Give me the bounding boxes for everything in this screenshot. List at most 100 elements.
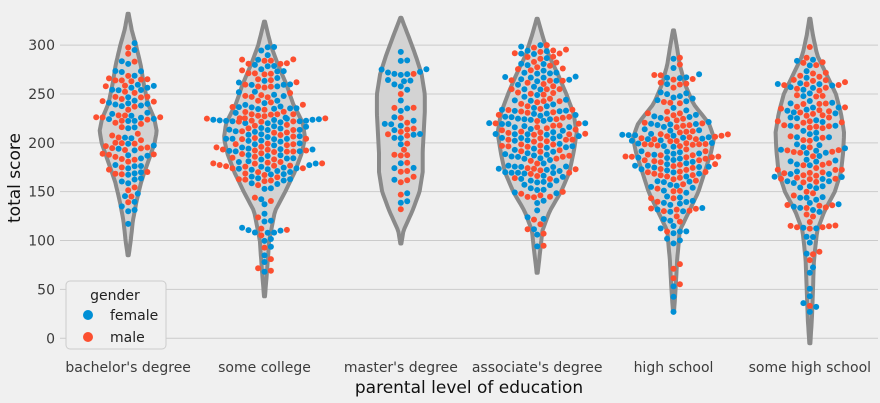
point-1-70 [258, 156, 265, 163]
x-tick-0: bachelor's degree [65, 360, 191, 376]
point-0-52 [115, 134, 122, 141]
point-5-110 [813, 123, 820, 130]
point-5-66 [819, 169, 826, 176]
point-1-116 [296, 133, 303, 140]
legend-marker-female [83, 310, 93, 320]
point-4-12 [664, 228, 671, 235]
point-1-191 [261, 84, 268, 91]
point-5-37 [813, 196, 820, 203]
point-4-161 [686, 114, 693, 120]
point-4-175 [689, 95, 696, 102]
point-3-66 [531, 152, 537, 159]
point-0-111 [138, 68, 144, 75]
point-3-78 [524, 143, 531, 150]
point-1-203 [255, 76, 262, 83]
point-4-72 [705, 163, 712, 170]
point-5-53 [806, 176, 813, 183]
point-2-51 [404, 71, 411, 78]
point-0-107 [106, 75, 112, 82]
point-4-59 [651, 170, 658, 177]
point-0-76 [131, 103, 138, 110]
point-5-22 [832, 222, 839, 229]
point-1-7 [267, 243, 274, 250]
point-4-144 [696, 127, 703, 134]
point-3-179 [540, 81, 547, 87]
point-4-3 [676, 281, 683, 288]
point-4-121 [657, 137, 664, 144]
point-3-6 [537, 221, 544, 228]
point-5-116 [838, 119, 845, 126]
x-tick-labels: bachelor's degree some college master's de… [65, 360, 871, 376]
point-4-39 [683, 189, 690, 196]
point-5-48 [790, 180, 797, 186]
point-1-13 [251, 229, 258, 236]
point-1-112 [303, 135, 310, 142]
point-1-135 [283, 121, 290, 128]
point-3-38 [550, 170, 557, 176]
point-1-11 [264, 229, 271, 236]
point-0-109 [131, 72, 138, 79]
point-1-184 [280, 93, 287, 99]
point-3-160 [540, 98, 547, 105]
point-0-106 [144, 76, 151, 83]
point-3-97 [556, 133, 563, 140]
legend-marker-male [83, 332, 93, 342]
point-3-166 [534, 92, 541, 98]
point-1-130 [245, 125, 252, 132]
point-5-158 [835, 82, 842, 88]
point-0-19 [138, 169, 144, 176]
point-0-13 [131, 176, 138, 183]
point-4-98 [644, 151, 651, 158]
point-4-56 [683, 173, 690, 180]
point-0-117 [131, 47, 138, 53]
point-1-22 [261, 210, 268, 217]
point-4-70 [651, 164, 658, 171]
point-3-121 [505, 121, 512, 127]
point-3-32 [511, 175, 518, 182]
point-4-106 [670, 143, 677, 150]
point-5-12 [806, 239, 813, 246]
point-5-52 [784, 178, 791, 185]
point-4-84 [641, 157, 648, 164]
point-1-141 [290, 118, 297, 125]
point-5-3 [800, 300, 807, 307]
point-0-114 [131, 58, 138, 65]
point-4-100 [696, 150, 703, 157]
point-4-130 [712, 133, 719, 140]
point-3-156 [550, 101, 557, 108]
point-1-148 [271, 117, 278, 123]
point-5-11 [816, 248, 823, 255]
point-1-60 [306, 162, 313, 169]
point-4-99 [670, 150, 677, 157]
point-4-4 [670, 275, 677, 282]
point-3-18 [553, 190, 560, 197]
point-3-89 [524, 137, 531, 144]
point-4-145 [641, 126, 648, 133]
point-5-156 [829, 82, 836, 89]
point-4-69 [689, 164, 696, 171]
point-0-118 [125, 44, 132, 51]
point-5-129 [790, 109, 797, 116]
point-3-126 [486, 120, 493, 127]
point-4-90 [683, 154, 690, 161]
point-3-164 [547, 95, 553, 102]
violins [97, 11, 846, 346]
point-5-75 [794, 161, 800, 168]
point-3-144 [550, 109, 557, 116]
point-3-25 [521, 181, 528, 188]
point-0-119 [131, 40, 138, 47]
point-5-27 [810, 207, 816, 213]
point-4-148 [680, 122, 687, 129]
point-5-42 [810, 190, 816, 197]
point-4-78 [712, 161, 719, 168]
point-3-12 [540, 197, 547, 204]
point-2-22 [391, 134, 398, 141]
point-3-112 [572, 126, 579, 133]
point-1-61 [216, 162, 223, 168]
point-5-93 [806, 144, 813, 151]
point-5-108 [806, 124, 813, 131]
point-3-9 [524, 214, 531, 221]
point-3-169 [550, 90, 557, 96]
point-0-84 [99, 98, 106, 105]
point-1-21 [255, 214, 262, 221]
